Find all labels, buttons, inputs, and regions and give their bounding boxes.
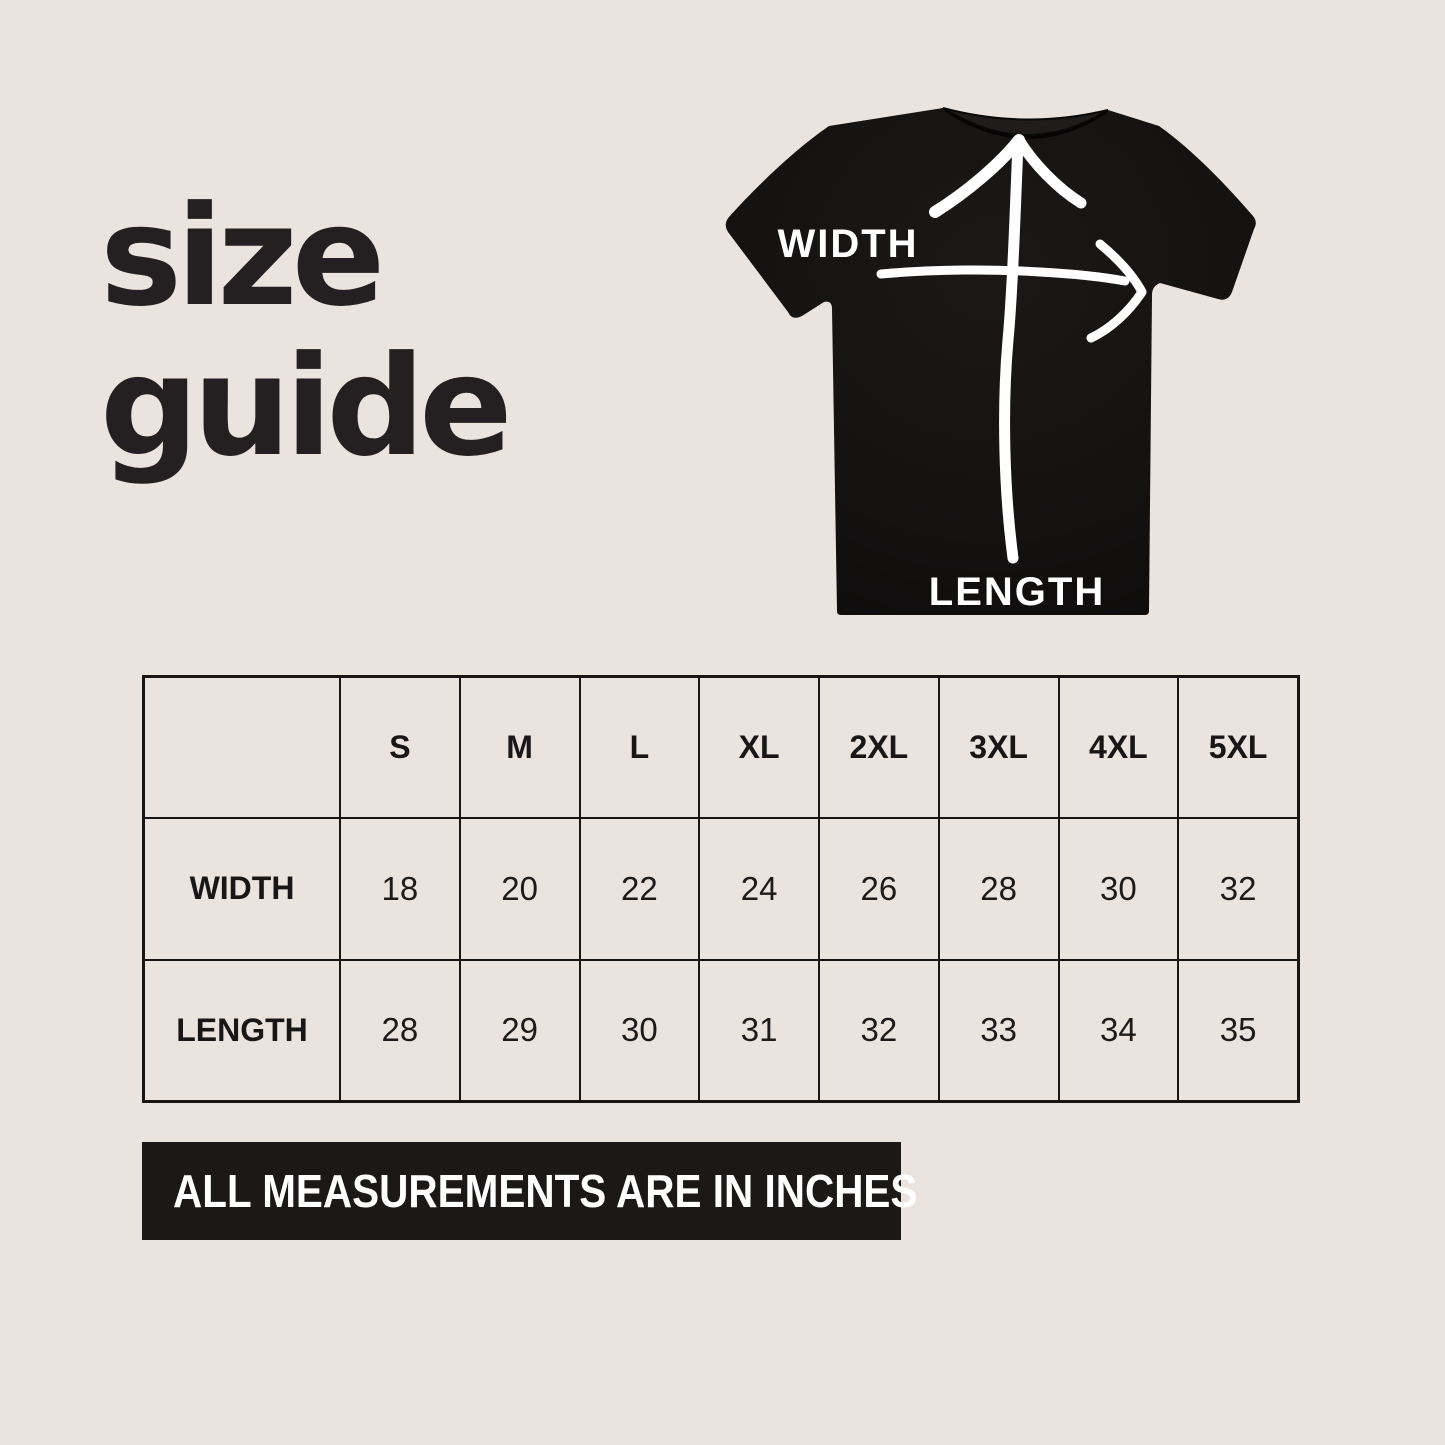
measurement-note-bar: ALL MEASUREMENTS ARE IN INCHES — [142, 1142, 917, 1240]
page-title-line-1: size — [100, 176, 385, 337]
collar-front-seam — [944, 108, 1107, 139]
tshirt-graphic: WIDTH LENGTH — [725, 107, 1256, 615]
width-value-l: 22 — [579, 818, 700, 960]
length-value-l: 30 — [579, 959, 700, 1101]
length-value-2xl: 32 — [819, 959, 939, 1101]
length-value-4xl: 34 — [1058, 959, 1179, 1101]
size-col-header-3xl: 3XL — [938, 677, 1059, 819]
size-col-header-4xl: 4XL — [1058, 677, 1179, 819]
length-value-s: 28 — [340, 959, 460, 1101]
length-value-xl: 31 — [699, 959, 819, 1101]
table-corner-cell — [144, 677, 340, 819]
length-value-3xl: 33 — [938, 959, 1059, 1101]
size-table: S M L XL 2XL 3XL 4XL 5XL WIDTH 18 20 22 … — [142, 675, 1300, 1103]
width-value-2xl: 26 — [819, 818, 939, 960]
width-value-3xl: 28 — [938, 818, 1059, 960]
collar — [942, 107, 1109, 136]
width-value-m: 20 — [459, 818, 580, 960]
size-col-header-5xl: 5XL — [1178, 677, 1298, 819]
size-col-header-2xl: 2XL — [819, 677, 939, 819]
width-value-5xl: 32 — [1178, 818, 1298, 960]
size-col-header-s: S — [340, 677, 460, 819]
width-arrow-icon — [876, 239, 1147, 343]
length-value-5xl: 35 — [1178, 959, 1298, 1101]
length-value-m: 29 — [459, 959, 580, 1101]
length-arrow-icon — [929, 134, 1087, 564]
row-label-length: LENGTH — [144, 959, 340, 1101]
width-value-xl: 24 — [699, 818, 819, 960]
measurement-note-text: ALL MEASUREMENTS ARE IN INCHES — [173, 1165, 918, 1217]
width-label: WIDTH — [777, 222, 918, 266]
length-label: LENGTH — [929, 570, 1105, 614]
tshirt-body — [725, 108, 1256, 615]
page-title: size guide — [100, 176, 513, 487]
page-title-line-2: guide — [100, 326, 513, 487]
row-label-width: WIDTH — [144, 818, 340, 960]
size-col-header-l: L — [579, 677, 700, 819]
width-value-s: 18 — [340, 818, 460, 960]
tshirt-measurement-diagram: WIDTH LENGTH — [695, 100, 1265, 620]
size-col-header-xl: XL — [699, 677, 819, 819]
size-col-header-m: M — [459, 677, 580, 819]
width-value-4xl: 30 — [1058, 818, 1179, 960]
